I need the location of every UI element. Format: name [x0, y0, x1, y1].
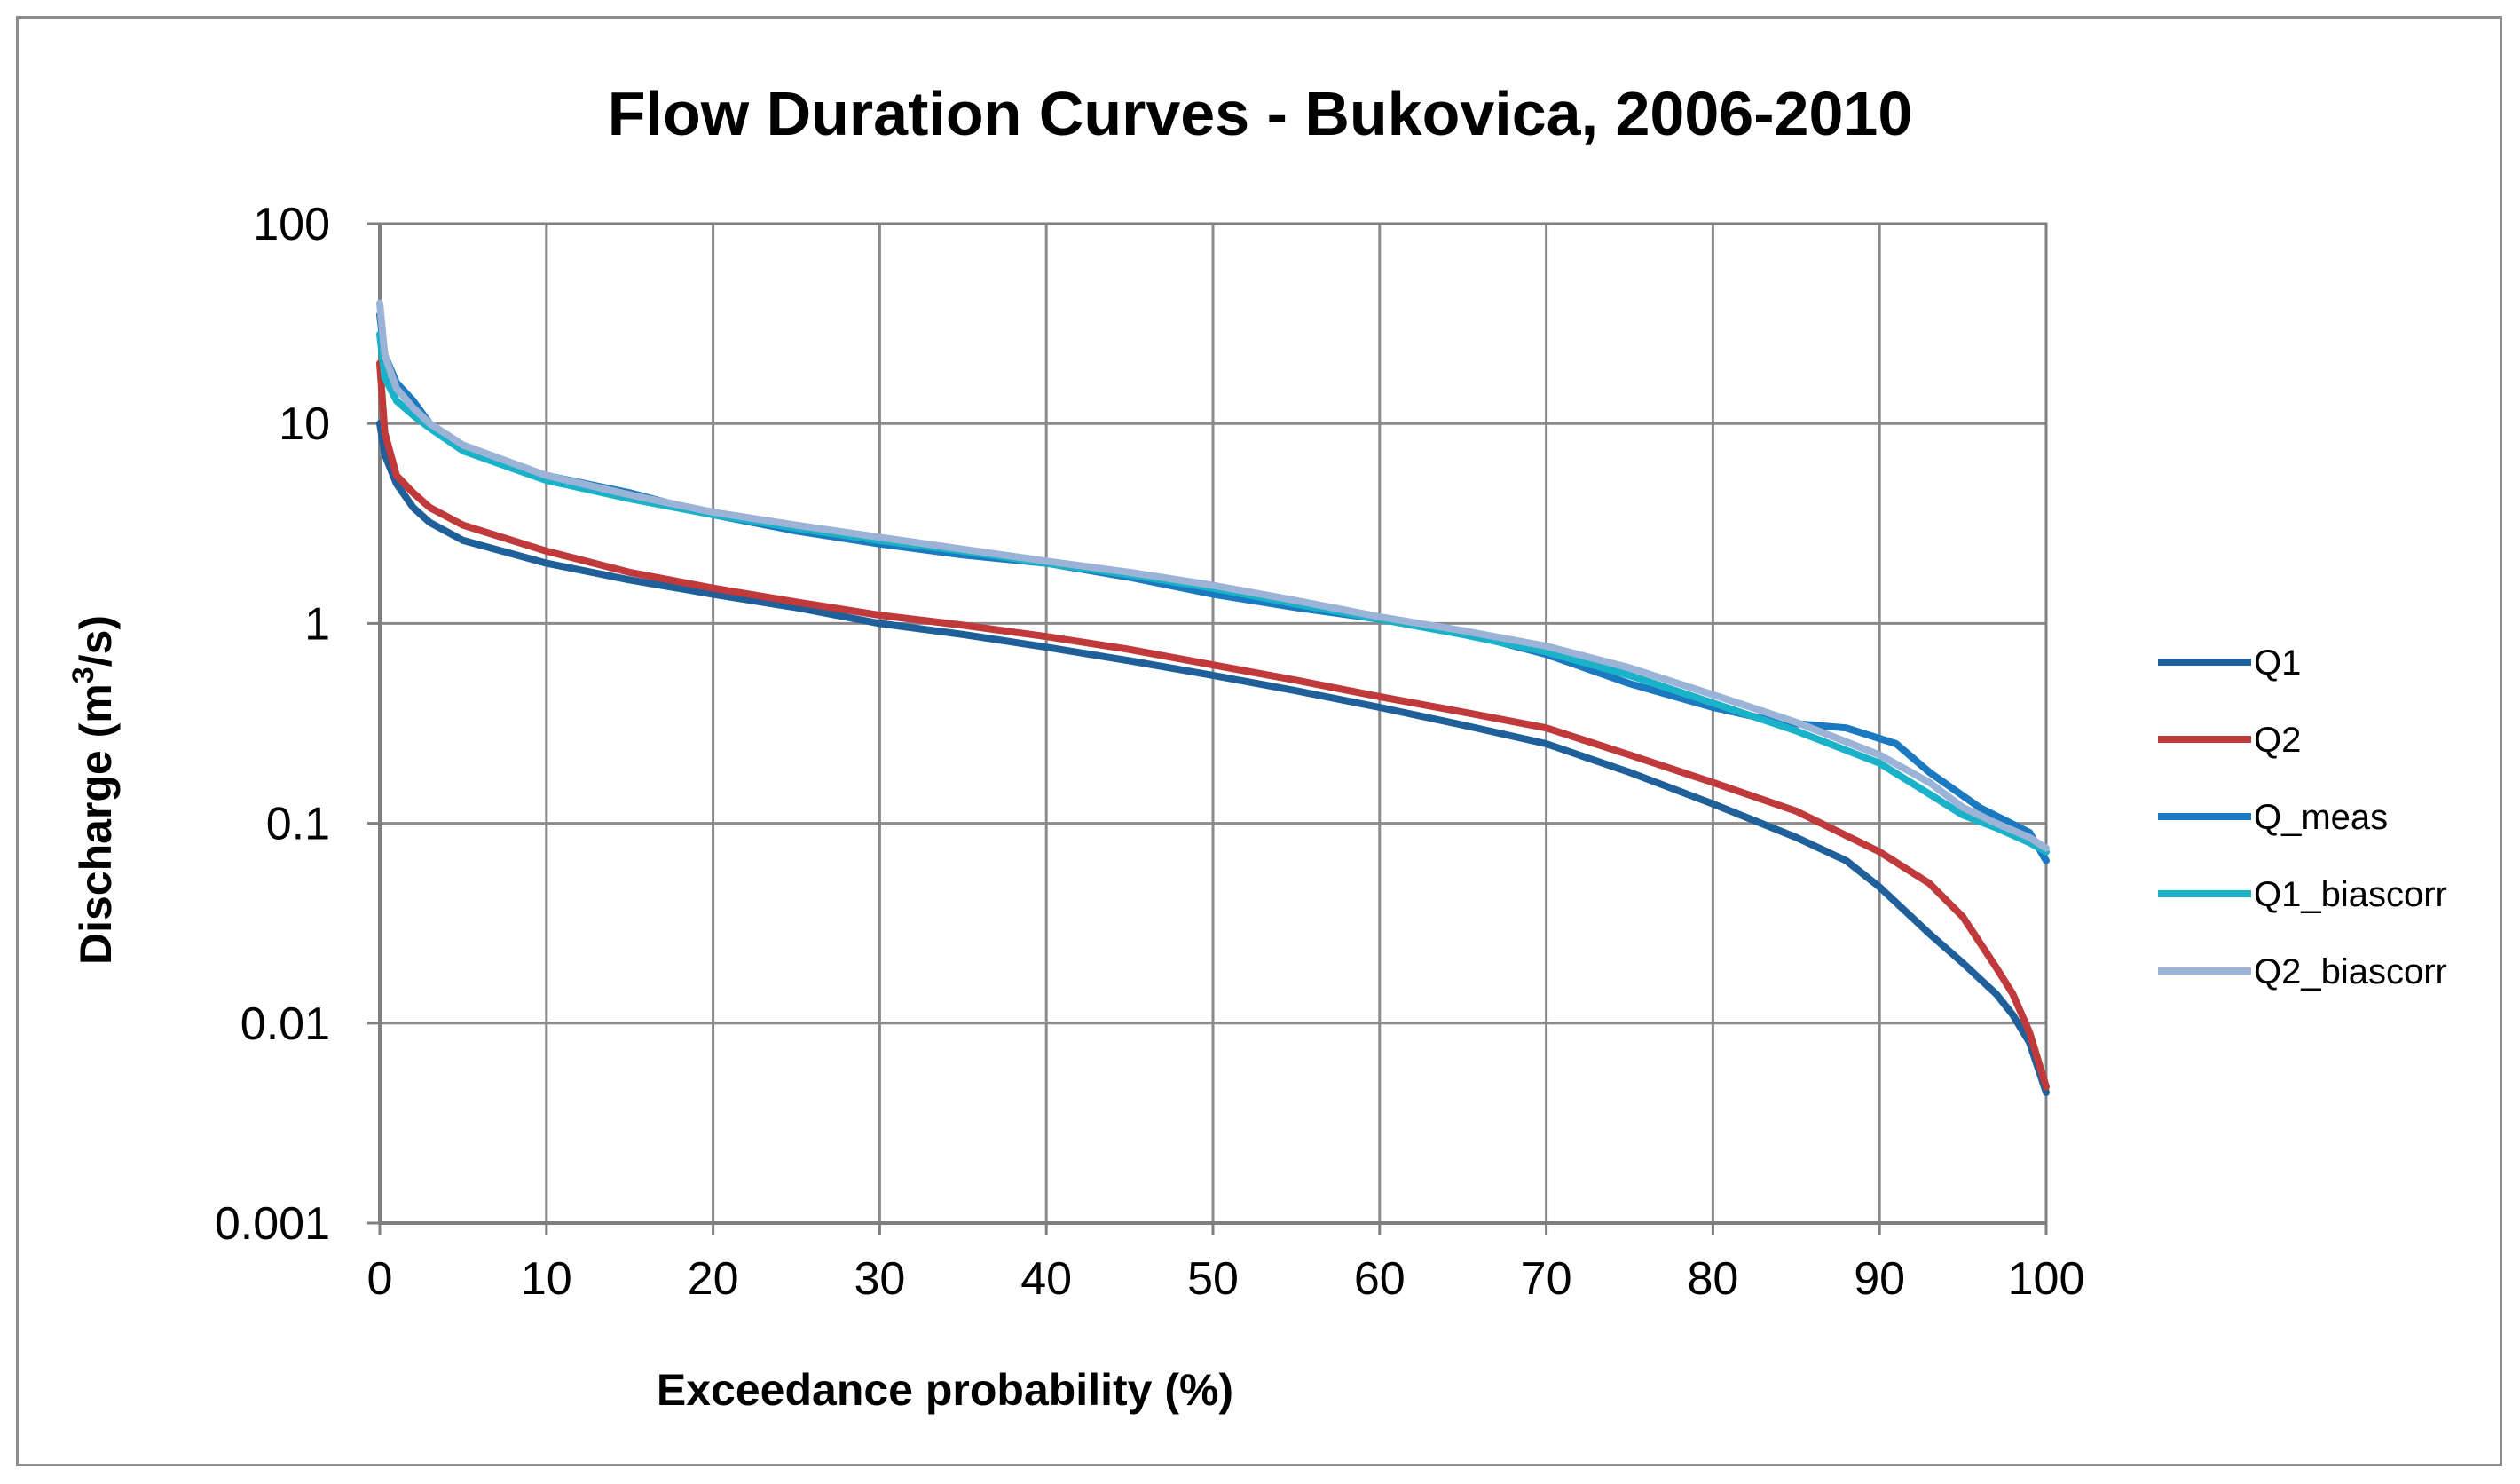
y-tick-label: 0.1 [266, 799, 330, 850]
y-axis-title: Discharge (m3/s) [67, 615, 121, 965]
series-line-q2-biascorr [376, 299, 2050, 852]
series-line-q2 [376, 359, 2050, 1091]
x-tick-label: 0 [367, 1253, 393, 1305]
y-tick-label: 1 [304, 598, 330, 650]
x-tick-label: 70 [1521, 1253, 1572, 1305]
y-axis-title-end: /s) [71, 615, 121, 667]
chart-title: Flow Duration Curves - Bukovica, 2006-20… [608, 79, 1913, 148]
legend-label-q2-biascorr: Q2_biascorr [2254, 952, 2447, 991]
x-tick-label: 60 [1354, 1253, 1406, 1305]
legend: Q1 Q2 Q_meas Q1_biascorr Q2_biascorr [2158, 643, 2447, 991]
series-line-q1 [376, 420, 2050, 1096]
x-tick-label: 80 [1687, 1253, 1738, 1305]
x-tick-label: 30 [854, 1253, 905, 1305]
x-tick-label: 40 [1020, 1253, 1072, 1305]
y-tick-label: 100 [253, 199, 330, 250]
x-tick-label: 10 [521, 1253, 572, 1305]
legend-label-q2: Q2 [2254, 721, 2301, 760]
y-tick-label: 0.01 [240, 999, 330, 1050]
y-tick-label: 0.001 [215, 1198, 330, 1250]
y-axis-title-main: Discharge (m [71, 683, 121, 965]
x-axis-tick-labels: 0 10 20 30 40 50 60 70 80 90 100 [367, 1253, 2085, 1305]
legend-label-q-meas: Q_meas [2254, 798, 2388, 837]
x-tick-label: 20 [688, 1253, 739, 1305]
x-tick-label: 50 [1187, 1253, 1239, 1305]
y-tick-label: 10 [279, 399, 330, 450]
x-axis-title: Exceedance probability (%) [657, 1365, 1233, 1415]
y-axis-tick-labels: 100 10 1 0.1 0.01 0.001 [215, 199, 330, 1250]
legend-label-q1: Q1 [2254, 643, 2301, 683]
x-tick-label: 90 [1854, 1253, 1905, 1305]
y-axis-title-superscript: 3 [67, 667, 100, 683]
x-tick-label: 100 [2008, 1253, 2085, 1305]
series-lines [376, 299, 2050, 1096]
legend-label-q1-biascorr: Q1_biascorr [2254, 875, 2447, 914]
